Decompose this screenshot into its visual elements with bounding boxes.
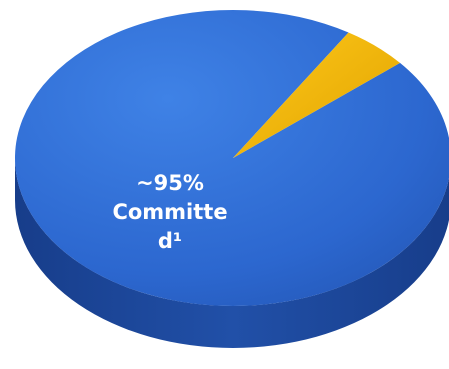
annotation-line-2: Committe [112,200,227,224]
pie-slice-committed [15,10,449,306]
pie-slice-remaining [233,32,400,159]
pie-annotation: ~95% Committe d¹ [112,171,227,253]
annotation-line-1: ~95% [136,171,204,195]
pie-side-wall-shape [15,158,449,348]
pie-side-wall [15,158,449,348]
pie-top-face [15,10,449,306]
annotation-line-3: d¹ [158,229,182,253]
